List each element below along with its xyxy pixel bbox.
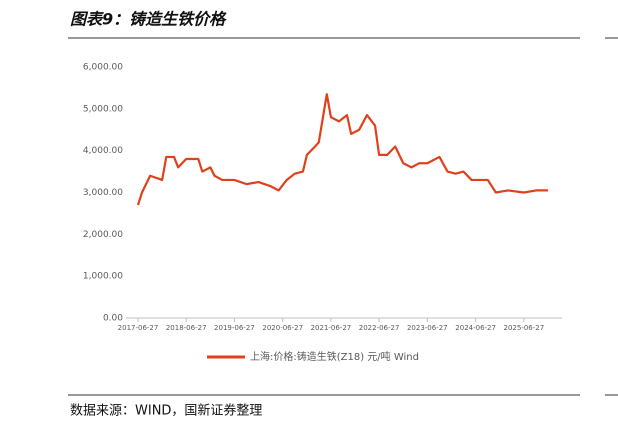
- x-tick-label: 2020-06-27: [262, 324, 303, 332]
- x-tick-label: 2019-06-27: [214, 324, 255, 332]
- page-title: 图表9：铸造生铁价格: [70, 10, 227, 29]
- x-tick-label: 2018-06-27: [166, 324, 207, 332]
- y-tick-label: 5,000.00: [83, 104, 123, 114]
- data-line: [136, 93, 548, 206]
- x-tick-label: 2024-06-27: [455, 324, 496, 332]
- x-tick-label: 2017-06-27: [118, 324, 159, 332]
- y-tick-label: 2,000.00: [83, 230, 123, 240]
- source-note: 数据来源：WIND，国新证券整理: [70, 403, 262, 419]
- y-tick-label: 6,000.00: [83, 63, 123, 73]
- y-tick-label: 1,000.00: [83, 272, 123, 282]
- x-tick-label: 2025-06-27: [503, 324, 544, 332]
- y-tick-label: 4,000.00: [83, 146, 123, 156]
- y-tick-label: 0.00: [103, 314, 123, 324]
- x-tick-label: 2022-06-27: [359, 324, 400, 332]
- y-tick-label: 3,000.00: [83, 188, 123, 198]
- x-tick-label: 2023-06-27: [407, 324, 448, 332]
- x-tick-label: 2021-06-27: [311, 324, 352, 332]
- legend-label: 上海:价格:铸造生铁(Z18) 元/吨 Wind: [250, 350, 419, 363]
